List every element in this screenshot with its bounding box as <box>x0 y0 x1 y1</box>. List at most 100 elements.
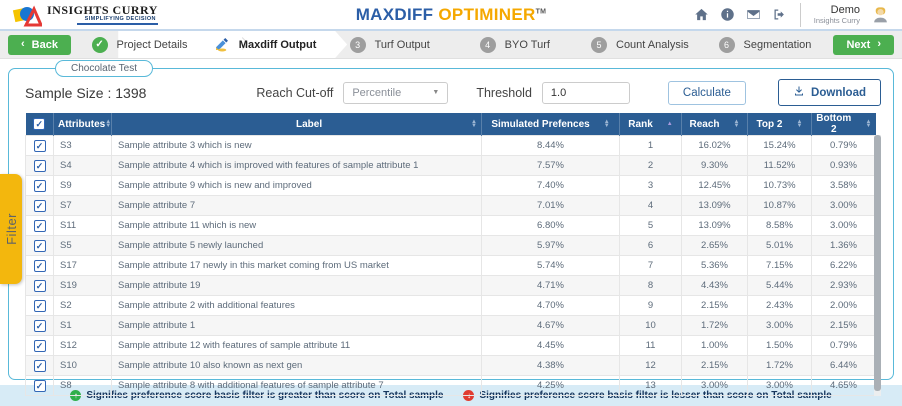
row-checkbox[interactable] <box>33 219 46 232</box>
table-row[interactable]: S5 Sample attribute 5 newly launched 5.9… <box>25 235 876 256</box>
column-header-reach[interactable]: Reach <box>681 113 748 136</box>
active-steps-background <box>118 31 347 58</box>
wizard-stepper: ‹ Back ✓ Project Details Maxdiff Output … <box>0 31 902 59</box>
sort-icon[interactable] <box>866 120 872 129</box>
sample-size-label: Sample Size : 1398 <box>25 84 147 101</box>
rank-cell: 4 <box>619 195 682 216</box>
table-row[interactable]: S19 Sample attribute 19 4.71% 8 4.43% 5.… <box>25 275 876 296</box>
label-cell: Sample attribute 2 with additional featu… <box>111 295 482 316</box>
threshold-input[interactable] <box>541 81 630 104</box>
download-button[interactable]: Download <box>778 79 881 106</box>
row-checkbox[interactable] <box>33 179 46 192</box>
column-header-attributes[interactable]: Attributes <box>53 113 112 136</box>
rank-cell: 3 <box>619 175 682 196</box>
row-checkbox[interactable] <box>33 159 46 172</box>
simulated-preference-cell: 4.38% <box>481 355 620 376</box>
table-row[interactable]: S8 Sample attribute 8 with additional fe… <box>25 375 876 396</box>
reach-cell: 5.36% <box>681 255 748 276</box>
sort-icon[interactable] <box>105 120 111 129</box>
row-checkbox-cell <box>25 275 54 296</box>
table-row[interactable]: S11 Sample attribute 11 which is new 6.8… <box>25 215 876 236</box>
info-icon[interactable] <box>720 7 735 22</box>
mail-icon[interactable] <box>746 7 761 22</box>
step-byo-turf[interactable]: 4 BYO Turf <box>452 31 577 58</box>
row-checkbox[interactable] <box>33 199 46 212</box>
user-avatar[interactable] <box>871 5 890 24</box>
logout-icon[interactable] <box>772 7 787 22</box>
row-checkbox[interactable] <box>33 259 46 272</box>
simulated-preference-cell: 8.44% <box>481 135 620 156</box>
table-row[interactable]: S2 Sample attribute 2 with additional fe… <box>25 295 876 316</box>
table-row[interactable]: S1 Sample attribute 1 4.67% 10 1.72% 3.0… <box>25 315 876 336</box>
user-info[interactable]: Demo Insights Curry <box>814 4 860 25</box>
step-maxdiff-output[interactable]: Maxdiff Output <box>202 31 327 58</box>
row-checkbox-cell <box>25 295 54 316</box>
column-header-rank[interactable]: Rank <box>619 113 682 136</box>
filter-side-tab[interactable]: Filter <box>0 174 22 284</box>
sort-ascending-icon[interactable] <box>667 121 673 127</box>
table-scrollbar[interactable] <box>874 135 881 391</box>
row-checkbox[interactable] <box>33 299 46 312</box>
bottom2-cell: 0.79% <box>811 335 876 356</box>
row-checkbox-cell <box>25 255 54 276</box>
rank-cell: 12 <box>619 355 682 376</box>
step-count-analysis[interactable]: 5 Count Analysis <box>577 31 702 58</box>
table-row[interactable]: S3 Sample attribute 3 which is new 8.44%… <box>25 135 876 156</box>
row-checkbox[interactable] <box>33 319 46 332</box>
threshold-label: Threshold <box>476 85 532 100</box>
bottom2-cell: 3.00% <box>811 215 876 236</box>
top2-cell: 3.00% <box>747 315 812 336</box>
row-checkbox[interactable] <box>33 379 46 392</box>
simulated-preference-cell: 4.70% <box>481 295 620 316</box>
sort-icon[interactable] <box>471 120 477 129</box>
table-row[interactable]: S17 Sample attribute 17 newly in this ma… <box>25 255 876 276</box>
reach-cell: 3.00% <box>681 375 748 396</box>
top2-cell: 3.00% <box>747 375 812 396</box>
row-checkbox[interactable] <box>33 279 46 292</box>
next-button[interactable]: Next › <box>833 34 894 55</box>
reach-cutoff-select[interactable]: Percentile ▼ <box>343 81 449 104</box>
row-checkbox-cell <box>25 195 54 216</box>
company-logo[interactable]: INSIGHTS CURRY SIMPLIFYING DECISION <box>12 3 158 27</box>
rank-cell: 7 <box>619 255 682 276</box>
row-checkbox[interactable] <box>33 239 46 252</box>
table-row[interactable]: S10 Sample attribute 10 also known as ne… <box>25 355 876 376</box>
row-checkbox[interactable] <box>33 359 46 372</box>
column-header-label[interactable]: Label <box>111 113 482 136</box>
results-table: Attributes Label Simulated Prefences Ran… <box>25 113 876 396</box>
row-checkbox-cell <box>25 335 54 356</box>
step-segmentation[interactable]: 6 Segmentation <box>702 31 827 58</box>
reach-cell: 2.15% <box>681 355 748 376</box>
table-row[interactable]: S7 Sample attribute 7 7.01% 4 13.09% 10.… <box>25 195 876 216</box>
step-number-badge: 3 <box>349 36 366 53</box>
back-button[interactable]: ‹ Back <box>8 34 71 55</box>
select-all-checkbox[interactable] <box>33 118 46 130</box>
label-cell: Sample attribute 5 newly launched <box>111 235 482 256</box>
bottom2-cell: 1.36% <box>811 235 876 256</box>
arrow-up-circle-icon: ↑ <box>70 390 82 401</box>
attribute-cell: S1 <box>53 315 112 336</box>
project-tab[interactable]: Chocolate Test <box>55 60 153 77</box>
column-header-top2[interactable]: Top 2 <box>747 113 812 136</box>
column-header-simulated-prefences[interactable]: Simulated Prefences <box>481 113 620 136</box>
check-icon: ✓ <box>91 36 108 53</box>
row-checkbox[interactable] <box>33 339 46 352</box>
sort-icon[interactable] <box>604 120 610 129</box>
table-row[interactable]: S12 Sample attribute 12 with features of… <box>25 335 876 356</box>
step-project-details[interactable]: ✓ Project Details <box>77 31 202 58</box>
table-row[interactable]: S4 Sample attribute 4 which is improved … <box>25 155 876 176</box>
calculate-button[interactable]: Calculate <box>667 80 746 105</box>
step-turf-output[interactable]: 3 Turf Output <box>327 31 452 58</box>
home-icon[interactable] <box>694 7 709 22</box>
attribute-cell: S3 <box>53 135 112 156</box>
table-row[interactable]: S9 Sample attribute 9 which is new and i… <box>25 175 876 196</box>
row-checkbox[interactable] <box>33 139 46 152</box>
simulated-preference-cell: 7.40% <box>481 175 620 196</box>
row-checkbox-cell <box>25 155 54 176</box>
sort-icon[interactable] <box>796 120 802 129</box>
label-cell: Sample attribute 3 which is new <box>111 135 482 156</box>
sort-icon[interactable] <box>734 120 740 129</box>
top2-cell: 5.44% <box>747 275 812 296</box>
column-header-bottom2[interactable]: Bottom 2 <box>811 113 876 136</box>
label-cell: Sample attribute 9 which is new and impr… <box>111 175 482 196</box>
